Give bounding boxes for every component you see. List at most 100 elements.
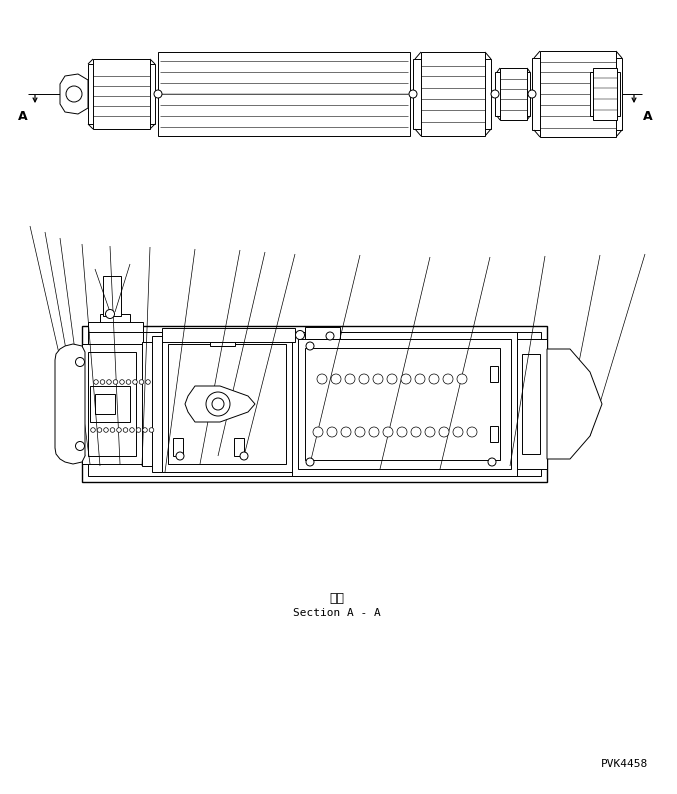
Polygon shape	[60, 74, 88, 114]
Bar	[500, 68, 527, 120]
Bar	[421, 52, 485, 136]
Circle shape	[327, 427, 337, 437]
Bar	[540, 51, 616, 137]
Circle shape	[425, 427, 435, 437]
Bar	[532, 58, 622, 130]
Circle shape	[373, 374, 383, 384]
Bar	[305, 327, 340, 339]
Circle shape	[439, 427, 449, 437]
Bar	[522, 354, 540, 454]
Bar	[413, 59, 491, 129]
Circle shape	[345, 374, 355, 384]
Bar	[168, 344, 286, 464]
Bar	[62, 396, 80, 412]
Circle shape	[387, 374, 397, 384]
Text: A: A	[643, 110, 653, 123]
Bar	[158, 52, 410, 136]
Text: 断面: 断面	[330, 592, 345, 606]
Text: A: A	[18, 110, 28, 123]
Bar	[142, 342, 152, 466]
Circle shape	[97, 428, 102, 432]
Circle shape	[306, 342, 314, 350]
Circle shape	[113, 380, 118, 384]
Circle shape	[149, 428, 154, 432]
Circle shape	[110, 428, 115, 432]
Bar	[305, 348, 500, 460]
Circle shape	[313, 427, 323, 437]
Bar	[590, 72, 620, 116]
Circle shape	[397, 427, 407, 437]
Bar	[95, 394, 115, 414]
Circle shape	[93, 380, 98, 384]
Circle shape	[326, 332, 334, 340]
Circle shape	[126, 380, 131, 384]
Circle shape	[107, 380, 111, 384]
Circle shape	[341, 427, 351, 437]
Circle shape	[66, 86, 82, 102]
Circle shape	[317, 374, 327, 384]
Polygon shape	[55, 344, 85, 464]
Bar	[490, 366, 498, 382]
Bar	[162, 336, 292, 472]
Bar	[152, 336, 162, 472]
Bar	[292, 332, 517, 476]
Circle shape	[146, 380, 150, 384]
Circle shape	[457, 374, 467, 384]
Circle shape	[206, 392, 230, 416]
Circle shape	[123, 428, 128, 432]
Circle shape	[295, 330, 305, 340]
Circle shape	[120, 380, 125, 384]
Circle shape	[488, 458, 496, 466]
Bar	[173, 438, 183, 456]
Circle shape	[331, 374, 341, 384]
Circle shape	[76, 357, 85, 367]
Bar	[88, 352, 136, 456]
Text: PVK4458: PVK4458	[600, 759, 648, 769]
Circle shape	[139, 380, 144, 384]
Circle shape	[176, 452, 184, 460]
Bar	[88, 332, 541, 476]
Bar	[55, 360, 85, 448]
Circle shape	[212, 398, 224, 410]
Circle shape	[106, 310, 114, 318]
Bar	[298, 339, 511, 469]
Circle shape	[130, 428, 134, 432]
Circle shape	[154, 90, 162, 98]
Polygon shape	[547, 349, 602, 459]
Circle shape	[116, 428, 121, 432]
Bar	[103, 276, 121, 316]
Circle shape	[491, 90, 499, 98]
Circle shape	[528, 90, 536, 98]
Bar	[90, 386, 130, 422]
Bar	[234, 438, 244, 456]
Polygon shape	[185, 386, 255, 422]
Bar	[82, 344, 142, 464]
Bar	[88, 326, 143, 344]
Bar	[490, 426, 498, 442]
Circle shape	[411, 427, 421, 437]
Bar	[88, 64, 155, 124]
Circle shape	[136, 428, 141, 432]
Text: Section A - A: Section A - A	[293, 608, 381, 618]
Circle shape	[91, 428, 95, 432]
Circle shape	[100, 380, 105, 384]
Circle shape	[133, 380, 137, 384]
Bar	[100, 314, 130, 326]
Bar	[60, 366, 82, 442]
Circle shape	[143, 428, 148, 432]
Circle shape	[401, 374, 411, 384]
Bar	[517, 339, 547, 469]
Circle shape	[467, 427, 477, 437]
Circle shape	[453, 427, 463, 437]
Circle shape	[359, 374, 369, 384]
Circle shape	[240, 452, 248, 460]
Circle shape	[369, 427, 379, 437]
Circle shape	[104, 428, 108, 432]
Bar	[88, 322, 143, 332]
Bar	[162, 328, 295, 342]
Bar	[93, 59, 150, 129]
Circle shape	[306, 458, 314, 466]
Circle shape	[429, 374, 439, 384]
Circle shape	[415, 374, 425, 384]
Bar	[593, 68, 617, 120]
